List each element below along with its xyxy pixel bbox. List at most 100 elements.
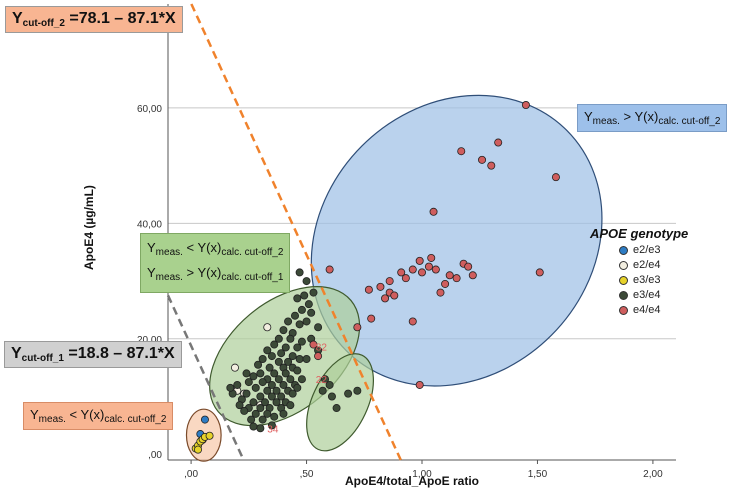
data-point-e3-e4 (267, 380, 276, 389)
data-point-e3-e4 (281, 343, 290, 352)
data-point-e3-e4 (277, 392, 286, 401)
data-point-e4-e4 (464, 262, 473, 271)
data-point-e4-e4 (353, 323, 362, 332)
legend-swatch (619, 245, 628, 255)
legend-swatch (619, 305, 628, 315)
data-point-e3-e4 (247, 415, 256, 424)
data-point-e3-e4 (321, 375, 330, 384)
data-point-e4-e4 (521, 101, 530, 110)
data-point-e3-e4 (249, 422, 258, 431)
legend-item: e4/e4 (619, 304, 661, 316)
data-point-e3-e4 (235, 401, 244, 410)
data-point-e3-e4 (263, 386, 272, 395)
data-point-e4-e4 (429, 207, 438, 216)
data-point-e2-e4 (230, 363, 239, 372)
data-point-e3-e4 (249, 398, 258, 407)
data-point-e3-e4 (304, 300, 313, 309)
data-point-e3-e4 (288, 389, 297, 398)
data-point-e4-e4 (487, 161, 496, 170)
data-point-e3-e4 (277, 349, 286, 358)
data-point-e3-e4 (295, 268, 304, 277)
data-point-e3-e4 (293, 366, 302, 375)
legend-swatch (619, 260, 628, 270)
legend-label: e3/e4 (633, 289, 661, 301)
data-point-e2-e3 (200, 415, 209, 424)
data-point-e3-e4 (286, 375, 295, 384)
data-point-e3-e4 (270, 340, 279, 349)
y-axis-title: ApoE4 (µg/mL) (82, 185, 96, 270)
data-point-e3-e4 (279, 380, 288, 389)
data-point-e4-e4 (367, 314, 376, 323)
data-point-e3-e4 (260, 398, 269, 407)
data-point-e4-e4 (551, 173, 560, 182)
legend-swatch (619, 290, 628, 300)
data-point-e4-e4 (415, 380, 424, 389)
data-point-e3-e4 (297, 305, 306, 314)
data-point-e4-e4 (452, 274, 461, 283)
data-point-e4-e4 (478, 155, 487, 164)
data-point-e3-e4 (309, 288, 318, 297)
data-point-e3-e4 (279, 326, 288, 335)
data-point-e4-e4 (415, 256, 424, 265)
data-point-e3-e4 (325, 380, 334, 389)
data-point-e4-e4 (417, 268, 426, 277)
data-point-e3-e4 (267, 421, 276, 430)
data-point-e3-e3 (194, 445, 203, 454)
x-tick-label: ,50 (300, 469, 314, 480)
data-point-e3-e4 (251, 383, 260, 392)
data-point-e4-e4 (364, 285, 373, 294)
data-point-e3-e4 (314, 323, 323, 332)
data-point-e4-e4 (424, 262, 433, 271)
x-tick-label: ,00 (184, 469, 198, 480)
x-tick-label: 2,00 (643, 469, 663, 480)
data-point-e3-e4 (240, 406, 249, 415)
x-tick-label: 1,50 (528, 469, 548, 480)
cutoff-1-line (166, 294, 245, 461)
data-point-e4-e4 (408, 265, 417, 274)
data-point-e3-e4 (297, 375, 306, 384)
x-tick-label: 1,00 (412, 469, 432, 480)
legend-label: e4/e4 (633, 304, 661, 316)
data-point-e3-e4 (251, 409, 260, 418)
data-point-e3-e4 (265, 363, 274, 372)
legend-label: e2/e4 (633, 259, 661, 271)
legend-item: e2/e4 (619, 259, 661, 271)
data-point-e3-e4 (332, 404, 341, 413)
data-point-e4-e4 (445, 271, 454, 280)
data-point-e3-e4 (293, 383, 302, 392)
data-point-e4-e4 (376, 282, 385, 291)
data-point-e4-e4 (535, 268, 544, 277)
data-point-e4-e4 (401, 274, 410, 283)
data-point-e4-e4 (427, 253, 436, 262)
middle-region-label: Ymeas. < Y(x)calc. cut-off_2 Ymeas. > Y(… (140, 233, 291, 293)
data-point-e3-e4 (256, 404, 265, 413)
legend-item: e3/e3 (619, 274, 661, 286)
data-point-e4-e4 (494, 138, 503, 147)
data-point-e4-e4 (431, 265, 440, 274)
data-point-e3-e4 (297, 337, 306, 346)
cutoff-1-equation: Ycut-off_1 =18.8 – 87.1*X (4, 341, 182, 368)
data-point-e3-e4 (249, 372, 258, 381)
data-point-e3-e4 (286, 401, 295, 410)
data-point-e3-e4 (284, 317, 293, 326)
data-point-e3-e4 (258, 378, 267, 387)
legend-item: e3/e4 (619, 289, 661, 301)
y-tick-label: 40,00 (137, 219, 162, 230)
point-label: 22 (316, 375, 328, 386)
legend-swatch (619, 275, 628, 285)
data-point-e3-e4 (274, 357, 283, 366)
point-label: 34 (267, 424, 279, 435)
data-point-e4-e4 (436, 288, 445, 297)
data-point-e3-e4 (281, 369, 290, 378)
data-point-e3-e4 (256, 392, 265, 401)
data-point-e4-e4 (408, 317, 417, 326)
data-point-e4-e4 (325, 265, 334, 274)
data-point-e3-e4 (302, 354, 311, 363)
data-point-e3-e4 (353, 386, 362, 395)
y-tick-label: ,00 (148, 450, 162, 461)
data-point-e3-e4 (263, 346, 272, 355)
data-point-e4-e4 (381, 294, 390, 303)
data-point-e3-e4 (270, 412, 279, 421)
data-point-e3-e4 (272, 386, 281, 395)
